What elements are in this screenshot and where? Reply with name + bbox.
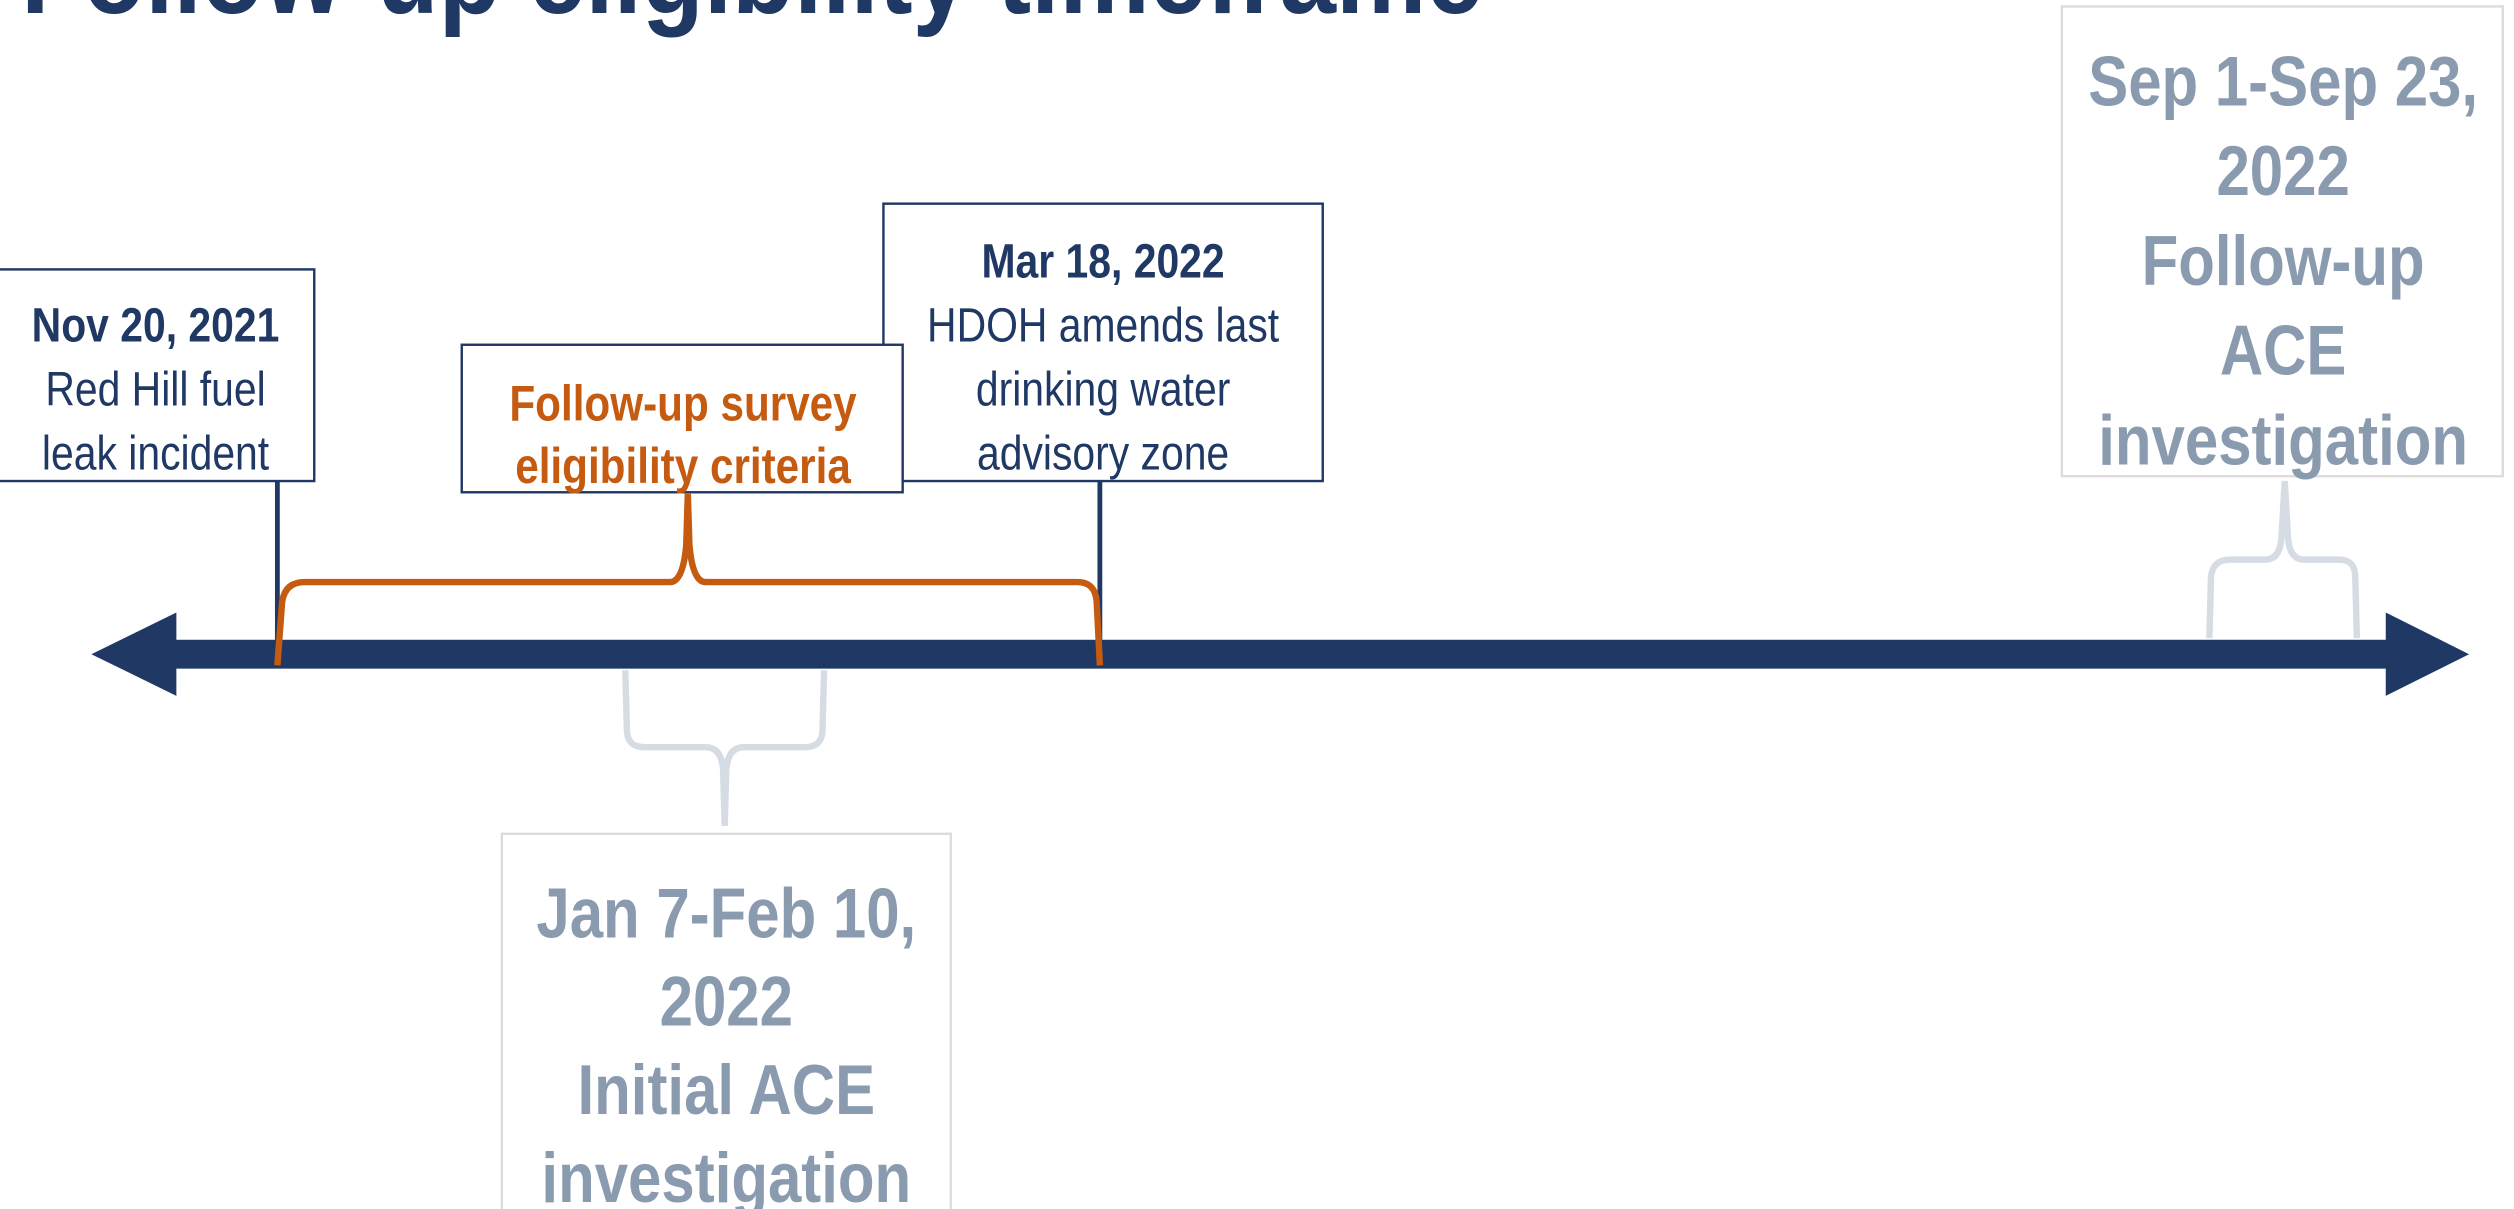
investigation-text: Follow-up xyxy=(2142,221,2425,300)
event-box xyxy=(882,202,1324,483)
investigation-brace xyxy=(2206,480,2361,639)
event-date: Nov 20, 2021 xyxy=(32,299,280,352)
criteria-text: Follow-up survey xyxy=(509,375,857,431)
investigation-box xyxy=(2060,5,2504,478)
investigation-box xyxy=(500,832,952,1209)
labels: Nov 20, 2021 Red Hill fuel leak incident Ma… xyxy=(32,42,2478,1209)
timeline-bar xyxy=(160,639,2405,669)
investigation-text: investigation xyxy=(2098,401,2468,480)
arrow-right xyxy=(2385,612,2470,696)
event-text: Red Hill fuel xyxy=(45,364,265,417)
investigation-text: ACE xyxy=(2220,311,2347,390)
investigation-text: 2022 xyxy=(660,962,793,1041)
title: Follow-up eligibility timeframe xyxy=(21,0,1483,38)
investigation-text: Jan 7-Feb 10, xyxy=(536,874,916,953)
investigation-text: Sep 1-Sep 23, xyxy=(2088,42,2478,121)
investigation-text: Initial ACE xyxy=(578,1050,876,1129)
investigation-brace xyxy=(622,670,828,826)
event-text: advisory zone xyxy=(977,428,1229,481)
event-date: Mar 18, 2022 xyxy=(982,235,1225,288)
criteria-brace xyxy=(274,493,1104,666)
criteria-box xyxy=(460,343,904,494)
investigation-text: investigation xyxy=(541,1138,911,1209)
event-text: drinking water xyxy=(976,364,1231,417)
investigation-text: 2022 xyxy=(2216,131,2349,210)
criteria-text: eligibility criteria xyxy=(515,438,851,494)
event-text: leak incident xyxy=(42,428,270,481)
arrow-left xyxy=(91,612,177,696)
event-box xyxy=(0,268,316,483)
event-text: HDOH amends last xyxy=(927,299,1280,352)
